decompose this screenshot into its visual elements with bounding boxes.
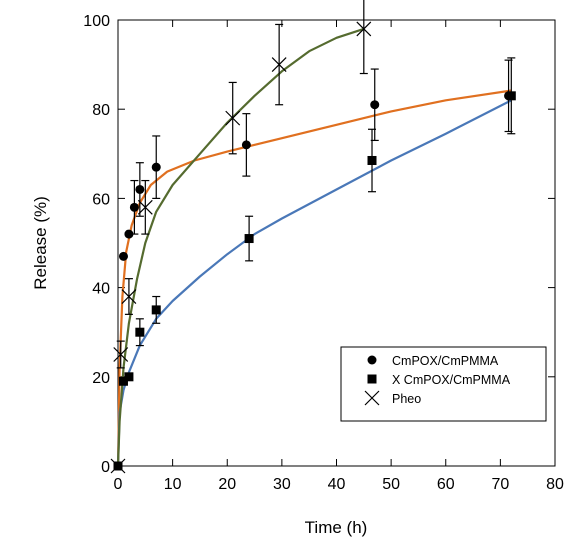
fit-curve-series-3 [116, 27, 365, 467]
data-point-series-2 [124, 372, 134, 382]
data-point-series-1 [129, 202, 139, 212]
data-point-series-3 [110, 458, 126, 474]
y-tick-label: 20 [92, 370, 110, 387]
x-tick-label: 10 [164, 476, 182, 493]
legend: CmPOX/CmPMMA X CmPOX/CmPMMA Pheo [340, 346, 547, 422]
data-point-series-3 [225, 110, 241, 126]
legend-items: CmPOX/CmPMMA X CmPOX/CmPMMA Pheo [364, 354, 511, 406]
data-point-series-2 [506, 91, 516, 101]
data-point-series-2 [151, 305, 161, 315]
data-point-series-1 [124, 229, 134, 239]
data-point-series-3 [113, 347, 129, 362]
x-tick-label: 20 [218, 476, 236, 493]
y-tick-label: 100 [83, 13, 110, 30]
legend-marker-series-2 [367, 374, 377, 384]
data-point-series-3 [356, 21, 372, 37]
data-point-series-1 [370, 100, 380, 110]
legend-label: X CmPOX/CmPMMA [392, 373, 511, 387]
y-tick-label: 80 [92, 102, 110, 119]
data-point-series-3 [271, 57, 287, 73]
data-point-series-1 [135, 184, 145, 194]
legend-label: Pheo [392, 392, 421, 406]
x-tick-label: 50 [382, 476, 400, 493]
legend-label: CmPOX/CmPMMA [392, 354, 499, 368]
legend-marker-series-3 [364, 390, 380, 406]
legend-box [340, 346, 547, 422]
data-markers [110, 21, 516, 474]
x-tick-label: 60 [437, 476, 455, 493]
y-tick-label: 60 [92, 191, 110, 208]
y-tick-label: 40 [92, 281, 110, 298]
error-bars [116, 0, 516, 369]
x-tick-label: 80 [546, 476, 564, 493]
data-point-series-3 [121, 289, 137, 304]
x-tick-label: 0 [114, 476, 123, 493]
legend-marker-series-1 [367, 355, 377, 365]
y-axis-label: Release (%) [31, 196, 50, 290]
x-tick-label: 70 [491, 476, 509, 493]
data-point-series-1 [151, 162, 161, 172]
data-point-series-2 [135, 327, 145, 337]
axis-ticks: 0 10 20 30 40 50 60 70 80 0 20 40 60 80 100 [83, 13, 564, 493]
y-tick-label: 0 [101, 459, 110, 476]
data-point-series-3 [137, 199, 153, 215]
x-axis-label: Time (h) [305, 518, 368, 537]
data-point-series-1 [118, 251, 128, 261]
data-point-series-2 [244, 234, 254, 244]
fit-curve-series-1 [116, 89, 512, 467]
x-tick-label: 40 [328, 476, 346, 493]
data-point-series-1 [241, 140, 251, 150]
data-point-series-2 [367, 155, 377, 165]
x-tick-label: 30 [273, 476, 291, 493]
data-point-series-2 [118, 376, 128, 386]
